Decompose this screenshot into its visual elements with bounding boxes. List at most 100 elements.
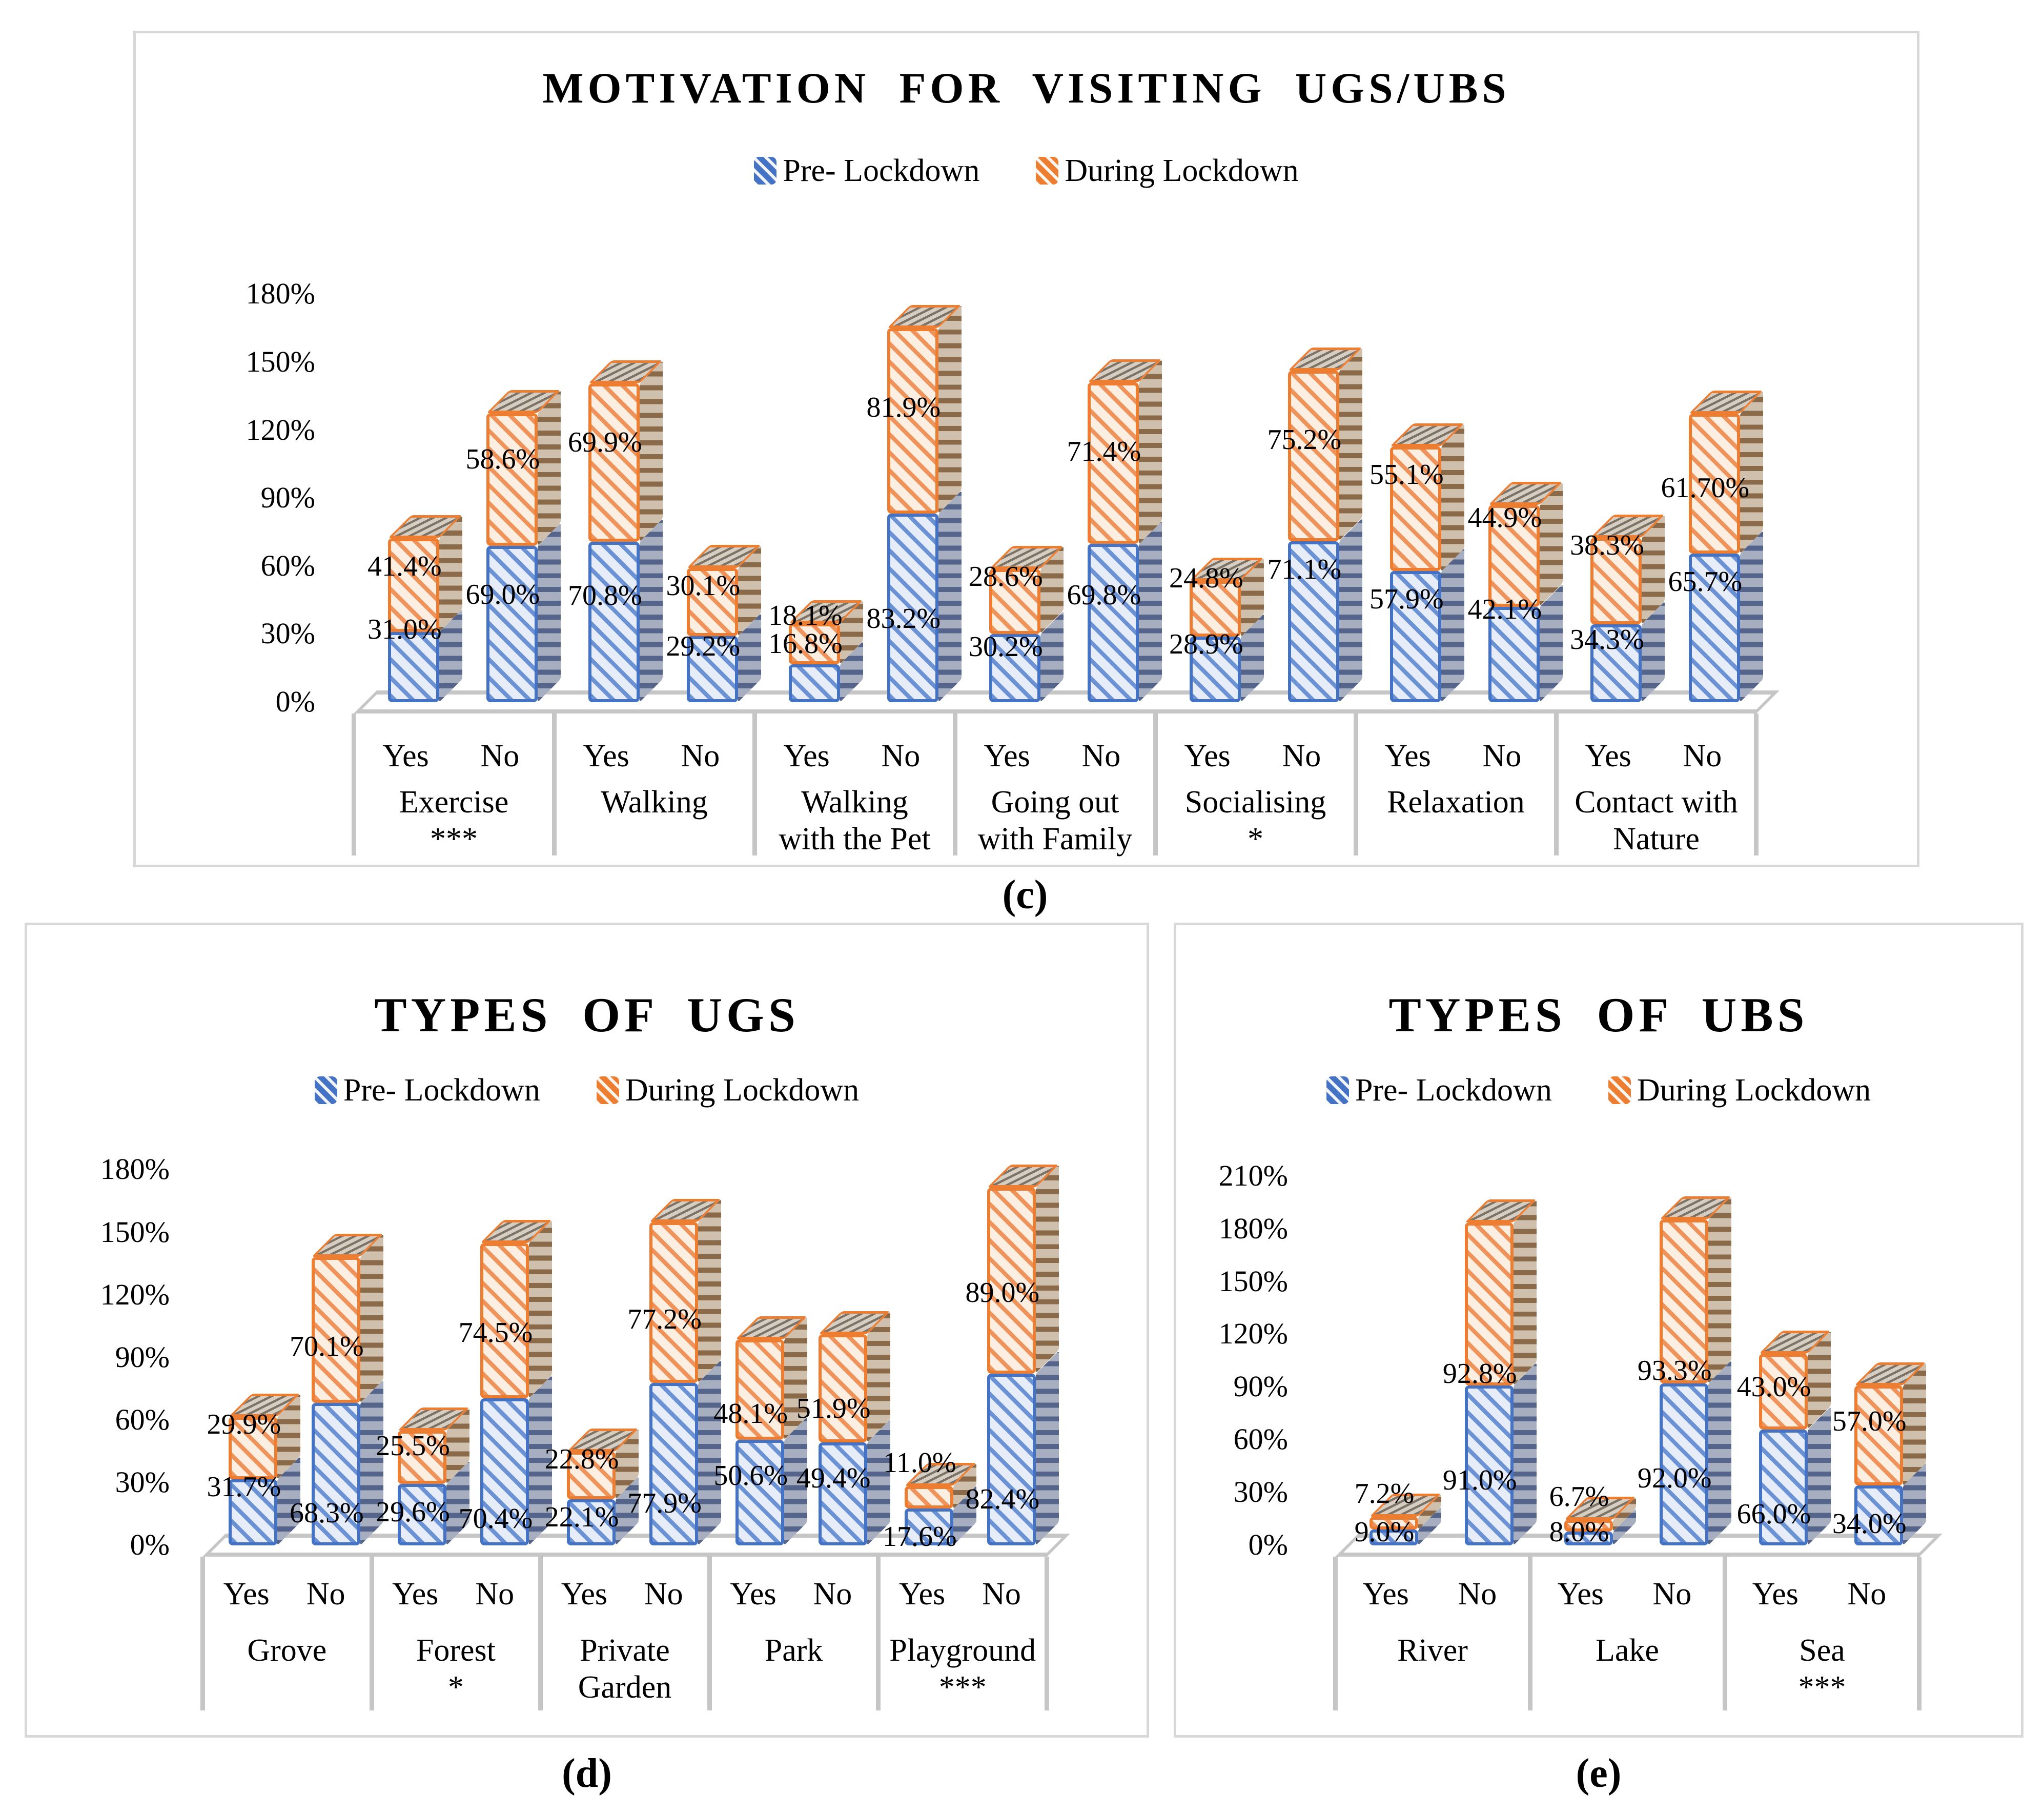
bar-segment-during-lockdown xyxy=(1564,1519,1613,1532)
bar-side-during-lockdown xyxy=(938,305,962,514)
category-label: Garden xyxy=(578,1670,672,1705)
chart-legend: Pre- Lockdown During Lockdown xyxy=(1176,1073,2021,1108)
category-label: *** xyxy=(938,1670,987,1705)
y-tick-label: 120% xyxy=(246,413,315,446)
yes-no-label: Yes xyxy=(583,739,629,773)
axis-separator xyxy=(1754,713,1759,855)
bar-segment-during-lockdown xyxy=(311,1256,360,1403)
bar-segment-pre-lockdown xyxy=(588,542,640,702)
legend-marker-during-icon xyxy=(1608,1076,1631,1104)
bar-data-label: 9.0% xyxy=(1354,1516,1415,1548)
yes-no-label: Yes xyxy=(382,739,429,773)
legend-item-pre-lockdown: Pre- Lockdown xyxy=(314,1073,540,1108)
yes-no-label: No xyxy=(1482,739,1522,773)
bar-data-label: 69.9% xyxy=(567,426,642,459)
yes-no-label: Yes xyxy=(1752,1577,1798,1612)
bar-data-label: 28.9% xyxy=(1169,628,1243,661)
bar-side-during-lockdown xyxy=(1441,423,1465,572)
bar-segment-pre-lockdown xyxy=(789,664,841,702)
yes-no-label: Yes xyxy=(1384,739,1431,773)
yes-no-label: No xyxy=(1081,739,1121,773)
yes-no-label: No xyxy=(1652,1577,1692,1612)
bar-data-label: 75.2% xyxy=(1267,424,1342,456)
category-label: with the Pet xyxy=(779,822,931,856)
legend-item-pre-lockdown: Pre- Lockdown xyxy=(754,155,979,187)
y-tick-label: 30% xyxy=(1233,1475,1288,1509)
bar-data-label: 83.2% xyxy=(866,603,941,635)
bar-segment-pre-lockdown xyxy=(989,634,1041,702)
bar-segment-during-lockdown xyxy=(480,1243,529,1399)
bar-segment-pre-lockdown xyxy=(1590,624,1642,702)
yes-no-label: Yes xyxy=(561,1577,607,1612)
yes-no-label: Yes xyxy=(730,1577,776,1612)
caption-c: (c) xyxy=(1002,872,1048,917)
y-tick-label: 120% xyxy=(1218,1317,1288,1351)
legend-marker-pre-icon xyxy=(1326,1076,1349,1104)
bar-segment-pre-lockdown xyxy=(1464,1385,1514,1545)
category-label: Grove xyxy=(247,1633,327,1668)
legend-label: Pre- Lockdown xyxy=(343,1073,540,1108)
bar-data-label: 8.0% xyxy=(1549,1516,1609,1548)
category-label: Socialising xyxy=(1184,785,1326,820)
bar-data-label: 57.9% xyxy=(1369,583,1444,616)
bar-segment-during-lockdown xyxy=(818,1334,867,1442)
bar-data-label: 71.4% xyxy=(1067,435,1141,467)
bar-data-label: 82.4% xyxy=(965,1483,1040,1515)
category-label: with Family xyxy=(977,822,1133,856)
bar-segment-during-lockdown xyxy=(229,1417,278,1479)
yes-no-label: Yes xyxy=(1557,1577,1604,1612)
legend-label: Pre- Lockdown xyxy=(1355,1073,1552,1108)
category-label: Private xyxy=(580,1633,670,1668)
bar-segment-pre-lockdown xyxy=(1488,606,1540,702)
bar-data-label: 57.0% xyxy=(1832,1405,1907,1437)
bar-data-label: 24.8% xyxy=(1169,562,1243,594)
bar-data-label: 89.0% xyxy=(965,1277,1040,1309)
bar-segment-during-lockdown xyxy=(1854,1385,1903,1486)
bar-segment-during-lockdown xyxy=(1464,1222,1514,1385)
y-tick-label: 90% xyxy=(1233,1370,1288,1403)
bar-segment-pre-lockdown xyxy=(904,1508,953,1545)
bar-data-label: 30.2% xyxy=(968,630,1043,663)
axis-separator xyxy=(953,713,957,855)
bar-data-label: 81.9% xyxy=(866,392,941,424)
yes-no-label: No xyxy=(681,739,720,773)
bar-segment-pre-lockdown xyxy=(1087,544,1139,702)
chart-legend: Pre- Lockdown During Lockdown xyxy=(136,153,1917,188)
bar-data-label: 11.0% xyxy=(883,1446,956,1479)
bar-segment-during-lockdown xyxy=(735,1339,785,1440)
bar-segment-pre-lockdown xyxy=(887,514,938,702)
chart-legend: Pre- Lockdown During Lockdown xyxy=(27,1073,1147,1108)
y-tick-label: 180% xyxy=(1218,1211,1288,1245)
bar-segment-during-lockdown xyxy=(649,1221,699,1383)
axis-separator xyxy=(200,1557,205,1710)
y-tick-label: 30% xyxy=(260,617,315,650)
bar-data-label: 42.1% xyxy=(1467,593,1542,625)
y-tick-label: 0% xyxy=(1248,1528,1288,1561)
bar-data-label: 68.3% xyxy=(290,1497,364,1530)
category-label: Playground xyxy=(889,1633,1036,1668)
axis-separator xyxy=(876,1557,881,1710)
bar-side-during-lockdown xyxy=(1036,1165,1059,1374)
yes-no-label: No xyxy=(1847,1577,1887,1612)
bar-segment-pre-lockdown xyxy=(397,1483,446,1545)
bar-data-label: 29.9% xyxy=(207,1409,281,1441)
yes-no-label: Yes xyxy=(984,739,1030,773)
bar-data-label: 58.6% xyxy=(465,443,540,475)
legend-marker-pre-icon xyxy=(754,157,777,185)
bar-data-label: 70.4% xyxy=(458,1503,533,1535)
category-label: *** xyxy=(1798,1670,1846,1705)
bar-data-label: 69.0% xyxy=(465,579,540,611)
bar-data-label: 29.6% xyxy=(376,1496,450,1528)
bar-side-during-lockdown xyxy=(360,1233,383,1403)
yes-no-label: No xyxy=(1282,739,1321,773)
panel-types-ugs-chart: TYPES OF UGS Pre- Lockdown During Lockdown… xyxy=(25,923,1149,1738)
bar-segment-during-lockdown xyxy=(989,569,1041,634)
bar-segment-during-lockdown xyxy=(1659,1219,1708,1384)
legend-label: During Lockdown xyxy=(625,1073,860,1108)
bar-segment-pre-lockdown xyxy=(649,1382,699,1545)
bar-data-label: 71.1% xyxy=(1267,553,1342,585)
bar-data-label: 17.6% xyxy=(882,1521,957,1553)
yes-no-label: No xyxy=(813,1577,852,1612)
bar-data-label: 77.9% xyxy=(627,1487,702,1519)
bar-data-label: 34.0% xyxy=(1832,1508,1907,1540)
